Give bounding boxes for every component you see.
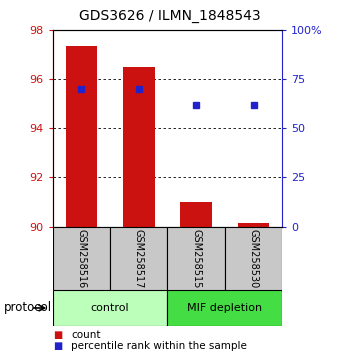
Text: protocol: protocol <box>3 302 52 314</box>
Bar <box>180 202 212 227</box>
Text: GSM258530: GSM258530 <box>249 229 258 288</box>
Bar <box>167 227 225 290</box>
Bar <box>53 227 110 290</box>
Text: GSM258515: GSM258515 <box>191 229 201 288</box>
Bar <box>66 46 97 227</box>
Text: MIF depletion: MIF depletion <box>187 303 262 313</box>
Bar <box>53 290 167 326</box>
Text: ■: ■ <box>53 330 62 339</box>
Text: GDS3626 / ILMN_1848543: GDS3626 / ILMN_1848543 <box>79 9 261 23</box>
Text: count: count <box>71 330 101 339</box>
Bar <box>225 227 282 290</box>
Text: control: control <box>91 303 130 313</box>
Text: GSM258517: GSM258517 <box>134 229 144 288</box>
Text: percentile rank within the sample: percentile rank within the sample <box>71 341 247 351</box>
Bar <box>238 223 269 227</box>
Bar <box>123 67 155 227</box>
Bar <box>110 227 167 290</box>
Bar <box>167 290 282 326</box>
Text: ■: ■ <box>53 341 62 351</box>
Text: GSM258516: GSM258516 <box>76 229 86 288</box>
